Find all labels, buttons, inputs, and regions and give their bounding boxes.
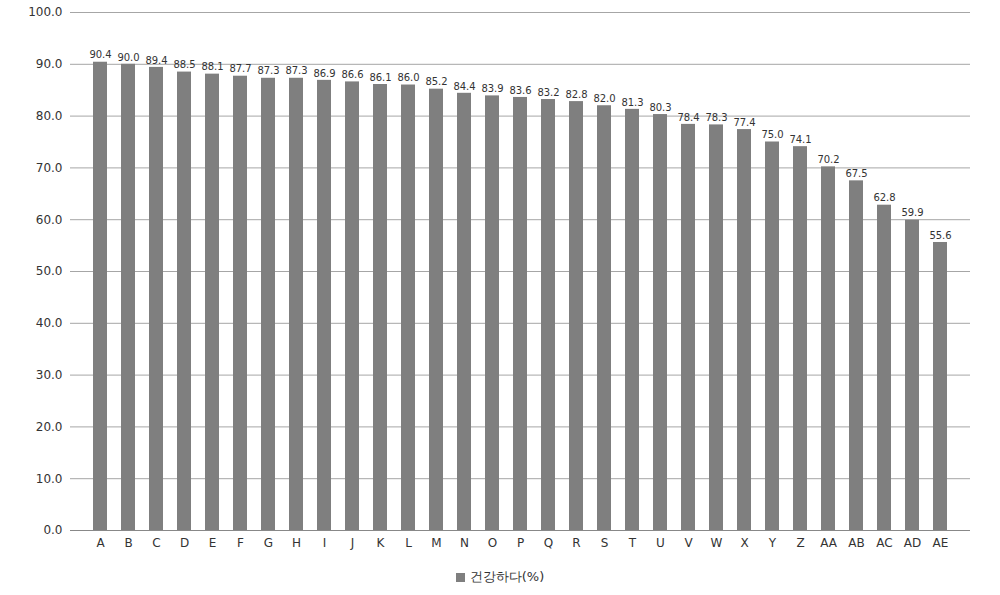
svg-text:AD: AD [904, 536, 921, 550]
svg-text:70.0: 70.0 [36, 161, 63, 175]
svg-text:86.6: 86.6 [341, 69, 363, 80]
html-text:건강하다(%): 건강하다(%) [469, 569, 545, 584]
svg-text:K: K [377, 536, 386, 550]
svg-text:70.2: 70.2 [817, 154, 839, 165]
svg-text:84.4: 84.4 [453, 81, 475, 92]
svg-text:81.3: 81.3 [621, 97, 643, 108]
svg-text:Y: Y [768, 536, 777, 550]
svg-text:W: W [711, 536, 723, 550]
svg-text:V: V [684, 536, 693, 550]
svg-text:67.5: 67.5 [845, 168, 867, 179]
svg-text:83.9: 83.9 [481, 83, 503, 94]
svg-text:80.0: 80.0 [36, 109, 63, 123]
svg-text:0.0: 0.0 [43, 523, 62, 537]
svg-text:AA: AA [820, 536, 838, 550]
svg-text:90.0: 90.0 [36, 57, 63, 71]
svg-text:D: D [180, 536, 189, 550]
svg-text:N: N [460, 536, 469, 550]
svg-text:90.4: 90.4 [89, 49, 111, 60]
svg-text:74.1: 74.1 [789, 134, 811, 145]
svg-text:89.4: 89.4 [145, 55, 167, 66]
svg-text:87.3: 87.3 [257, 65, 279, 76]
svg-text:B: B [124, 536, 132, 550]
svg-text:J: J [350, 536, 355, 550]
svg-text:88.1: 88.1 [201, 61, 223, 72]
svg-text:S: S [601, 536, 609, 550]
svg-text:62.8: 62.8 [873, 192, 895, 203]
svg-text:L: L [405, 536, 412, 550]
svg-text:60.0: 60.0 [36, 213, 63, 227]
svg-text:90.0: 90.0 [117, 52, 139, 63]
svg-text:82.0: 82.0 [593, 93, 615, 104]
svg-text:10.0: 10.0 [36, 472, 63, 486]
svg-text:AE: AE [933, 536, 949, 550]
svg-text:T: T [628, 536, 637, 550]
svg-text:87.3: 87.3 [285, 65, 307, 76]
svg-text:H: H [292, 536, 301, 550]
svg-text:R: R [572, 536, 580, 550]
svg-text:86.1: 86.1 [369, 72, 391, 83]
svg-text:88.5: 88.5 [173, 59, 195, 70]
svg-text:30.0: 30.0 [36, 368, 63, 382]
svg-text:83.6: 83.6 [509, 85, 531, 96]
svg-text:Q: Q [544, 536, 553, 550]
svg-text:M: M [431, 536, 441, 550]
svg-text:100.0: 100.0 [28, 5, 62, 19]
svg-text:78.3: 78.3 [705, 112, 727, 123]
svg-text:A: A [96, 536, 105, 550]
svg-text:AB: AB [848, 536, 864, 550]
svg-text:AC: AC [876, 536, 892, 550]
svg-text:40.0: 40.0 [36, 316, 63, 330]
svg-text:C: C [152, 536, 160, 550]
svg-text:78.4: 78.4 [677, 112, 699, 123]
svg-text:86.0: 86.0 [397, 72, 419, 83]
svg-text:50.0: 50.0 [36, 264, 63, 278]
svg-text:O: O [488, 536, 497, 550]
svg-text:Z: Z [796, 536, 804, 550]
svg-text:E: E [209, 536, 217, 550]
svg-text:75.0: 75.0 [761, 129, 783, 140]
svg-text:55.6: 55.6 [929, 230, 951, 241]
svg-text:59.9: 59.9 [901, 207, 923, 218]
svg-text:80.3: 80.3 [649, 102, 671, 113]
svg-text:82.8: 82.8 [565, 89, 587, 100]
svg-text:85.2: 85.2 [425, 76, 447, 87]
svg-text:X: X [740, 536, 748, 550]
svg-text:P: P [517, 536, 524, 550]
svg-text:87.7: 87.7 [229, 63, 251, 74]
svg-text:U: U [656, 536, 665, 550]
svg-text:86.9: 86.9 [313, 68, 335, 79]
svg-text:F: F [237, 536, 244, 550]
svg-text:I: I [323, 536, 327, 550]
svg-text:G: G [264, 536, 273, 550]
svg-text:20.0: 20.0 [36, 420, 63, 434]
svg-text:77.4: 77.4 [733, 117, 755, 128]
svg-text:83.2: 83.2 [537, 87, 559, 98]
